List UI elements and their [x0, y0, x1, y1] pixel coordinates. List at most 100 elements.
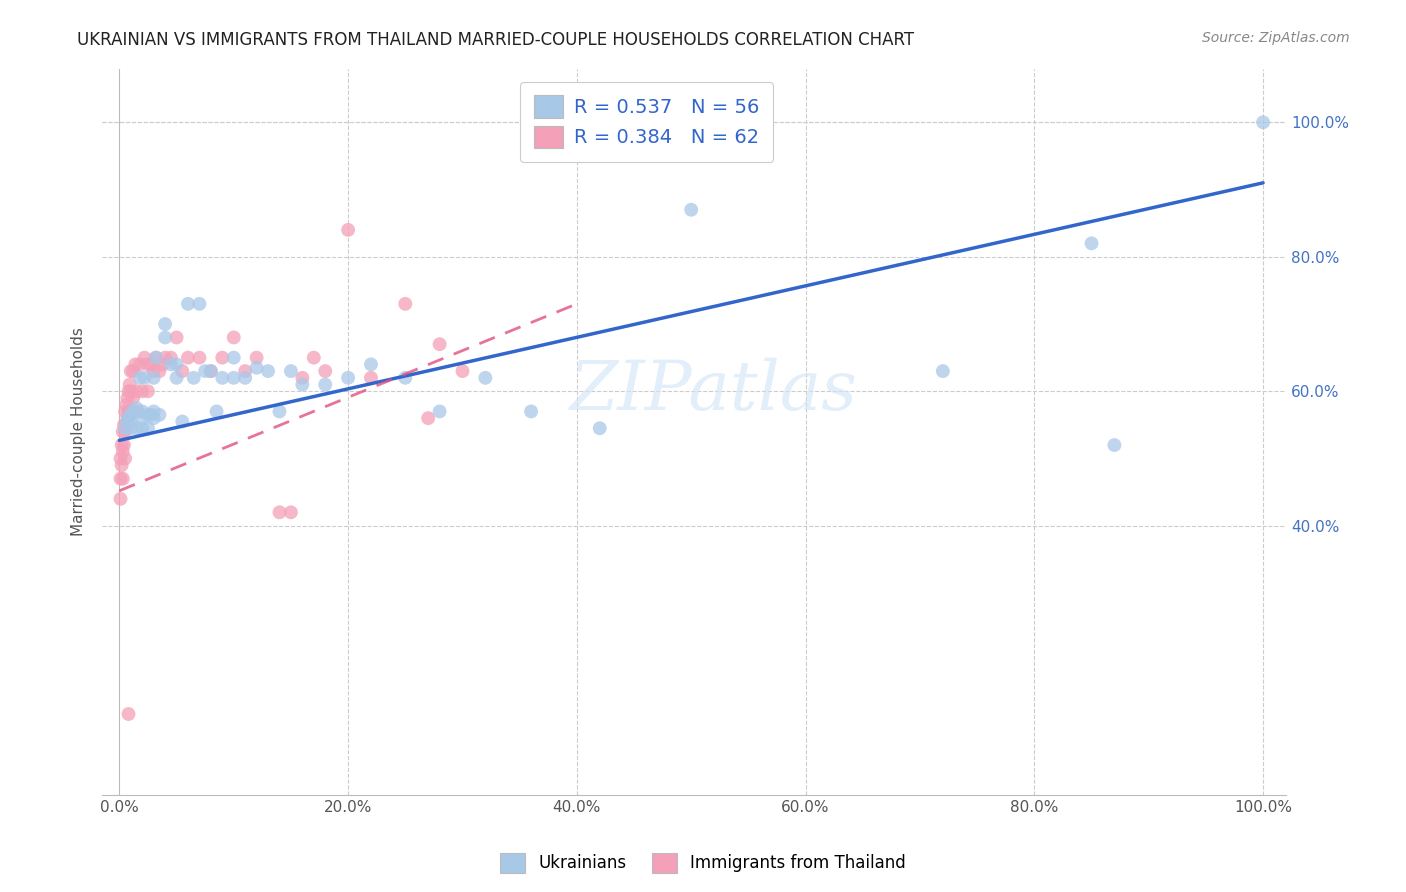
- Point: [429, 337, 451, 351]
- Point: [142, 364, 165, 378]
- Point: [125, 384, 148, 399]
- Point: [131, 421, 153, 435]
- Point: [142, 371, 165, 385]
- Point: [136, 357, 159, 371]
- Y-axis label: Married-couple Households: Married-couple Households: [72, 327, 86, 536]
- Point: [194, 364, 217, 378]
- Point: [474, 371, 496, 385]
- Point: [172, 364, 194, 378]
- Point: [111, 438, 134, 452]
- Point: [120, 408, 142, 422]
- Point: [1080, 236, 1102, 251]
- Point: [153, 330, 176, 344]
- Point: [589, 421, 612, 435]
- Point: [115, 398, 138, 412]
- Point: [172, 415, 194, 429]
- Point: [129, 371, 152, 385]
- Legend: Ukrainians, Immigrants from Thailand: Ukrainians, Immigrants from Thailand: [494, 847, 912, 880]
- Point: [117, 706, 139, 721]
- Point: [145, 351, 167, 365]
- Point: [269, 404, 291, 418]
- Point: [211, 371, 233, 385]
- Point: [112, 438, 135, 452]
- Point: [148, 364, 170, 378]
- Point: [418, 411, 440, 425]
- Point: [188, 297, 211, 311]
- Point: [429, 404, 451, 418]
- Point: [205, 404, 228, 418]
- Point: [127, 404, 149, 418]
- Point: [122, 404, 145, 418]
- Point: [166, 330, 188, 344]
- Point: [131, 404, 153, 418]
- Point: [183, 371, 205, 385]
- Point: [141, 357, 163, 371]
- Point: [188, 351, 211, 365]
- Point: [129, 357, 152, 371]
- Point: [114, 425, 136, 439]
- Point: [117, 391, 139, 405]
- Point: [118, 377, 141, 392]
- Point: [131, 384, 153, 399]
- Point: [120, 404, 142, 418]
- Point: [110, 472, 132, 486]
- Point: [291, 371, 314, 385]
- Point: [280, 505, 302, 519]
- Point: [153, 317, 176, 331]
- Point: [233, 371, 256, 385]
- Point: [280, 364, 302, 378]
- Point: [152, 357, 174, 371]
- Point: [160, 357, 183, 371]
- Point: [246, 351, 269, 365]
- Point: [120, 415, 142, 429]
- Text: UKRAINIAN VS IMMIGRANTS FROM THAILAND MARRIED-COUPLE HOUSEHOLDS CORRELATION CHAR: UKRAINIAN VS IMMIGRANTS FROM THAILAND MA…: [77, 31, 914, 49]
- Point: [110, 491, 132, 506]
- Point: [394, 371, 416, 385]
- Point: [114, 451, 136, 466]
- Point: [124, 357, 146, 371]
- Point: [114, 404, 136, 418]
- Point: [134, 371, 156, 385]
- Point: [932, 364, 955, 378]
- Point: [1251, 115, 1274, 129]
- Point: [136, 408, 159, 422]
- Point: [117, 384, 139, 399]
- Point: [160, 351, 183, 365]
- Point: [211, 351, 233, 365]
- Point: [177, 351, 200, 365]
- Point: [246, 360, 269, 375]
- Point: [394, 297, 416, 311]
- Point: [233, 364, 256, 378]
- Point: [302, 351, 325, 365]
- Point: [153, 351, 176, 365]
- Point: [122, 391, 145, 405]
- Point: [269, 505, 291, 519]
- Point: [360, 357, 382, 371]
- Point: [166, 357, 188, 371]
- Point: [337, 371, 360, 385]
- Text: Source: ZipAtlas.com: Source: ZipAtlas.com: [1202, 31, 1350, 45]
- Point: [337, 223, 360, 237]
- Point: [111, 444, 134, 458]
- Point: [681, 202, 703, 217]
- Point: [110, 451, 132, 466]
- Point: [120, 364, 142, 378]
- Point: [360, 371, 382, 385]
- Point: [291, 377, 314, 392]
- Point: [131, 411, 153, 425]
- Point: [112, 417, 135, 432]
- Point: [148, 408, 170, 422]
- Point: [200, 364, 222, 378]
- Point: [117, 415, 139, 429]
- Point: [314, 377, 336, 392]
- Point: [222, 351, 245, 365]
- Point: [120, 384, 142, 399]
- Point: [122, 364, 145, 378]
- Point: [136, 384, 159, 399]
- Point: [111, 458, 134, 473]
- Point: [520, 404, 543, 418]
- Point: [136, 421, 159, 435]
- Point: [257, 364, 280, 378]
- Point: [118, 404, 141, 418]
- Point: [200, 364, 222, 378]
